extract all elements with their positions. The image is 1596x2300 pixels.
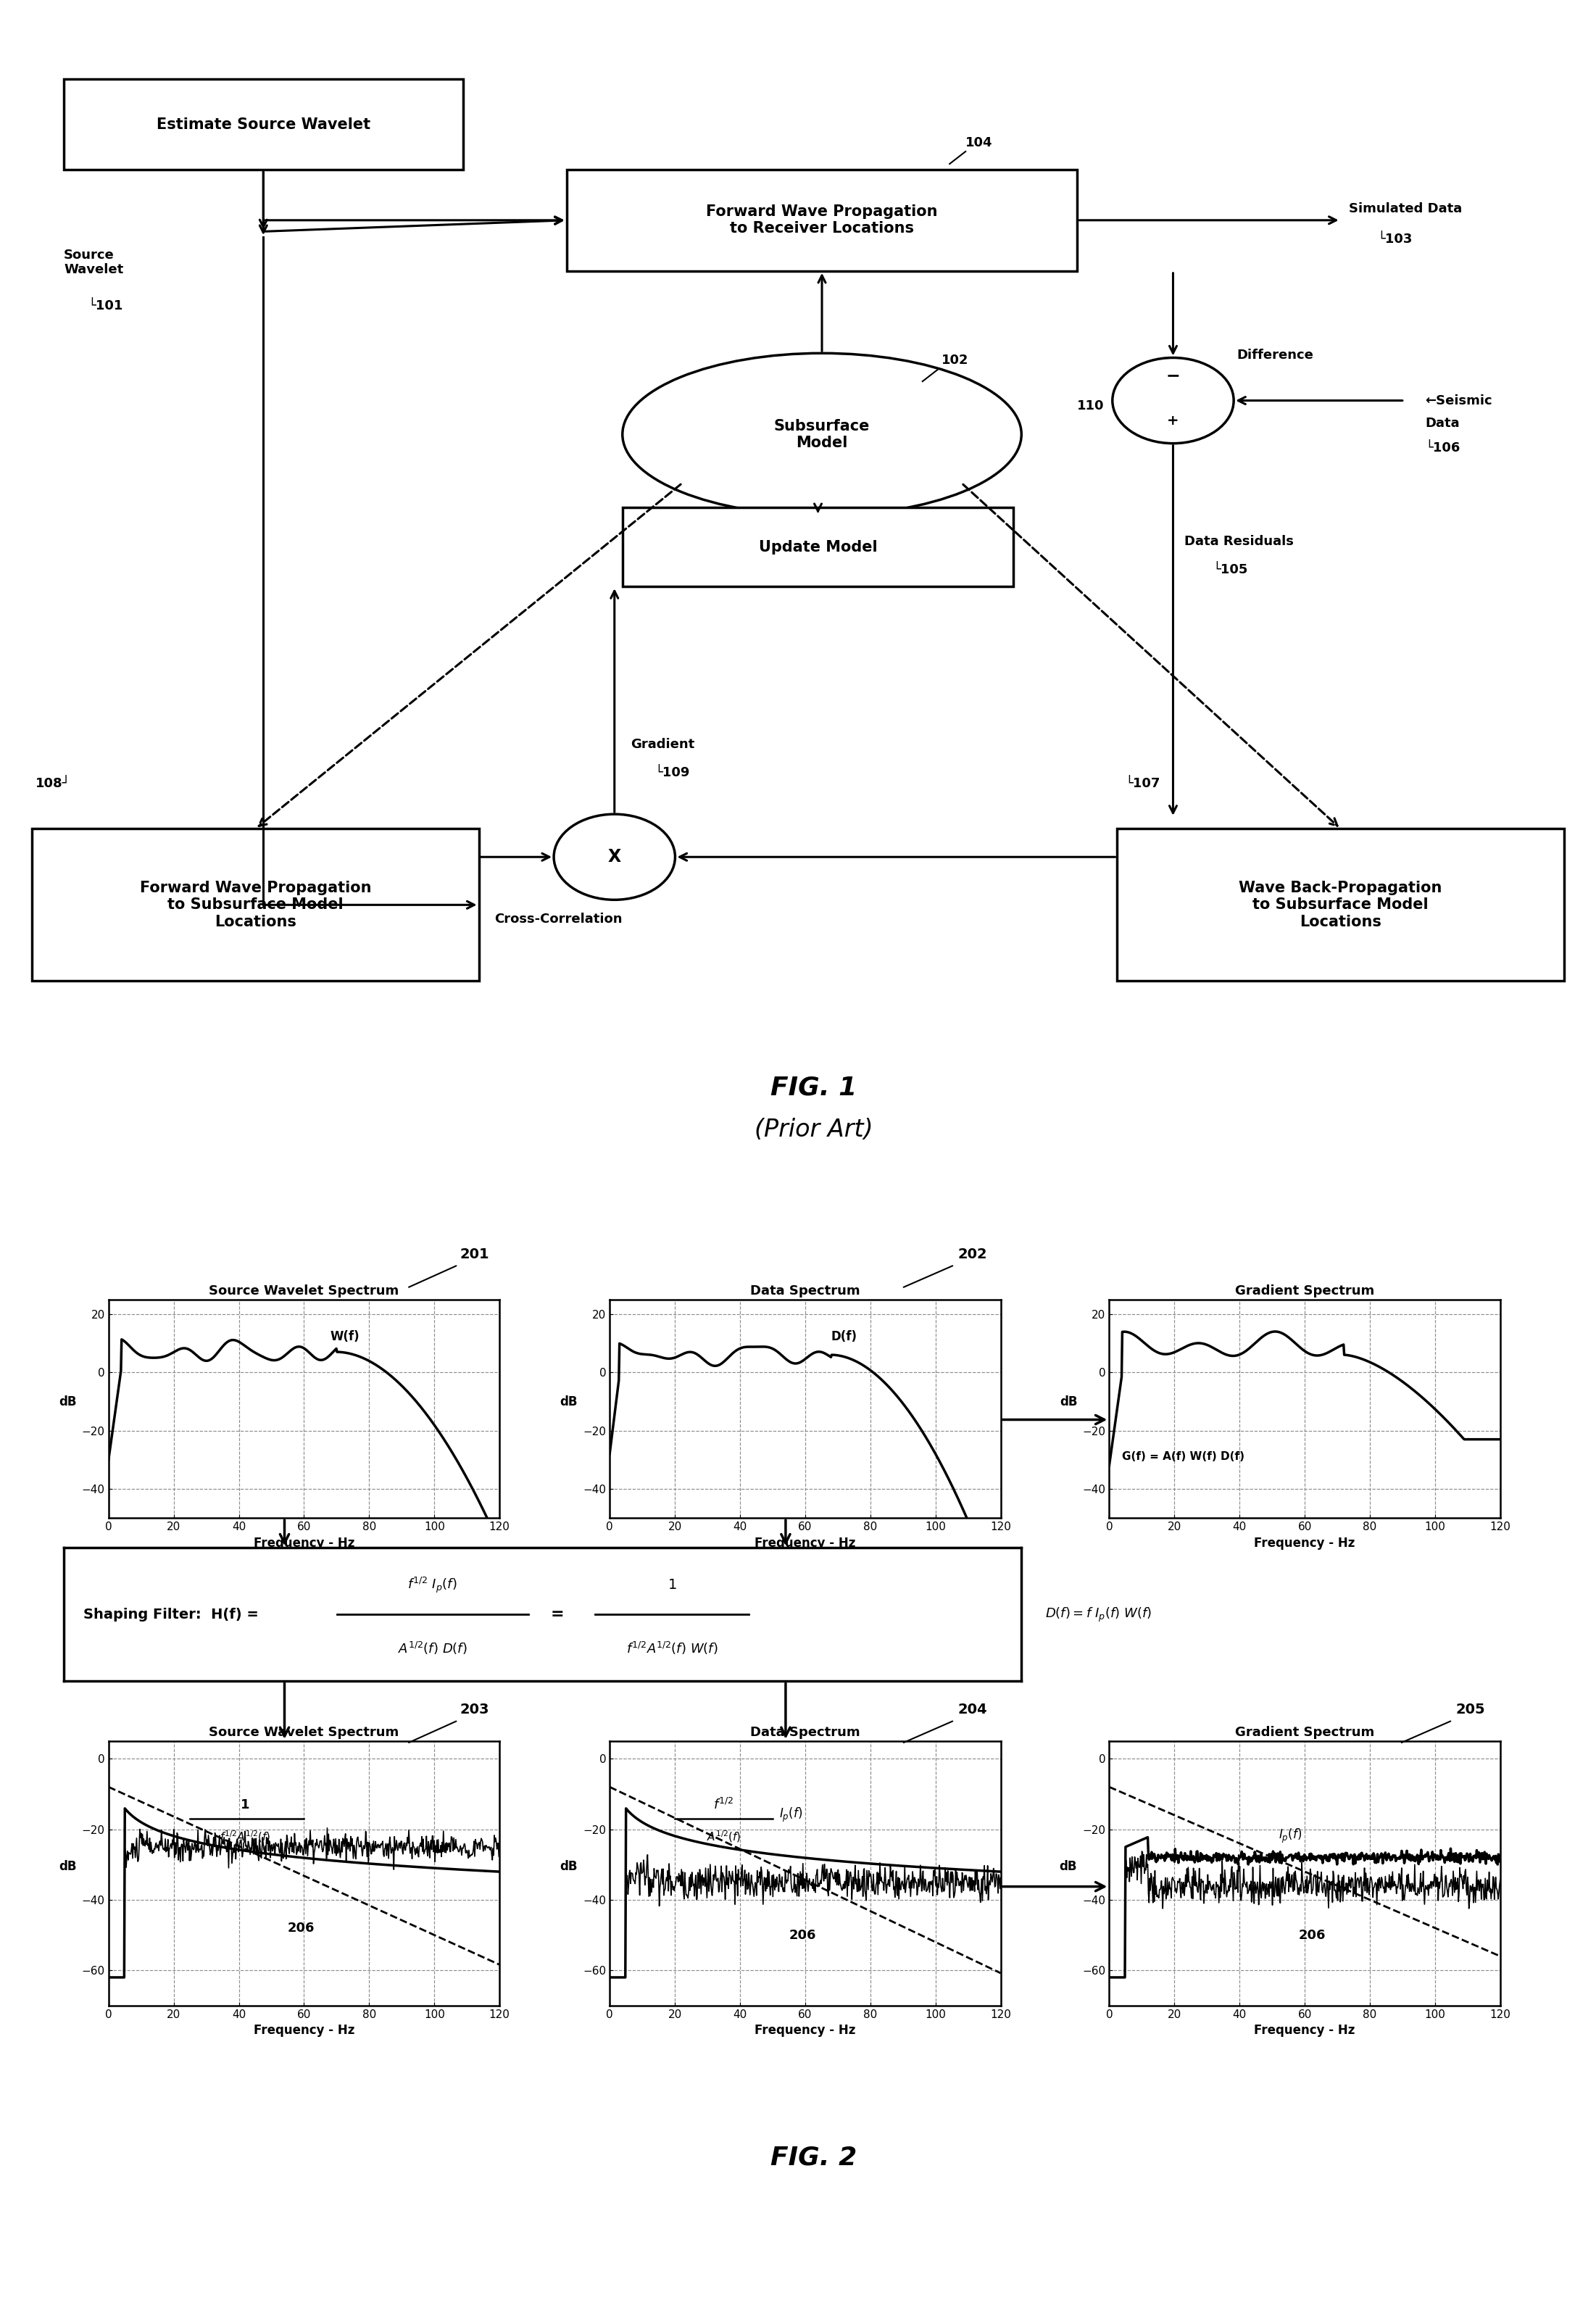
X-axis label: Frequency - Hz: Frequency - Hz xyxy=(755,2024,855,2038)
Title: Gradient Spectrum: Gradient Spectrum xyxy=(1235,1725,1374,1739)
Text: FIG. 2: FIG. 2 xyxy=(771,2146,857,2169)
Text: Difference: Difference xyxy=(1237,350,1314,361)
Text: $I_p(f)$: $I_p(f)$ xyxy=(1278,1829,1302,1845)
Text: +: + xyxy=(1167,414,1179,428)
Text: 203: 203 xyxy=(460,1702,488,1716)
Text: └103: └103 xyxy=(1377,232,1412,246)
Y-axis label: dB: dB xyxy=(1060,1396,1077,1408)
X-axis label: Frequency - Hz: Frequency - Hz xyxy=(254,2024,354,2038)
Text: 108┘: 108┘ xyxy=(35,777,70,791)
Text: Source
Wavelet: Source Wavelet xyxy=(64,248,123,276)
X-axis label: Frequency - Hz: Frequency - Hz xyxy=(1254,2024,1355,2038)
Text: Wave Back-Propagation
to Subsurface Model
Locations: Wave Back-Propagation to Subsurface Mode… xyxy=(1238,881,1443,929)
Text: 206: 206 xyxy=(788,1927,816,1941)
Text: Cross-Correlation: Cross-Correlation xyxy=(495,913,622,925)
Text: 205: 205 xyxy=(1456,1702,1484,1716)
Title: Gradient Spectrum: Gradient Spectrum xyxy=(1235,1283,1374,1297)
Text: −: − xyxy=(1167,368,1179,384)
FancyBboxPatch shape xyxy=(622,508,1013,586)
Title: Data Spectrum: Data Spectrum xyxy=(750,1725,860,1739)
Text: FIG. 1: FIG. 1 xyxy=(771,1076,857,1099)
Text: Estimate Source Wavelet: Estimate Source Wavelet xyxy=(156,117,370,131)
FancyBboxPatch shape xyxy=(567,170,1077,271)
Text: $A^{1/2}(f)\ D(f)$: $A^{1/2}(f)\ D(f)$ xyxy=(397,1640,468,1656)
Text: $D(f) = f\ I_p(f)\ W(f)$: $D(f) = f\ I_p(f)\ W(f)$ xyxy=(1045,1605,1152,1624)
Circle shape xyxy=(554,814,675,899)
X-axis label: Frequency - Hz: Frequency - Hz xyxy=(254,1536,354,1550)
Text: Forward Wave Propagation
to Receiver Locations: Forward Wave Propagation to Receiver Loc… xyxy=(705,205,938,237)
Text: $1$: $1$ xyxy=(667,1578,677,1592)
Text: $f^{1/2}A^{1/2}(f)$: $f^{1/2}A^{1/2}(f)$ xyxy=(220,1829,271,1845)
Text: 110: 110 xyxy=(1077,400,1104,412)
Text: └106: └106 xyxy=(1425,442,1460,455)
Text: 1: 1 xyxy=(241,1799,251,1810)
Text: Simulated Data: Simulated Data xyxy=(1349,202,1462,216)
Text: └101: └101 xyxy=(88,299,123,313)
X-axis label: Frequency - Hz: Frequency - Hz xyxy=(1254,1536,1355,1550)
Text: (Prior Art): (Prior Art) xyxy=(755,1118,873,1141)
FancyBboxPatch shape xyxy=(1117,828,1564,980)
Circle shape xyxy=(1112,359,1234,444)
Text: W(f): W(f) xyxy=(330,1329,359,1343)
Text: $f^{1/2}A^{1/2}(f)\ W(f)$: $f^{1/2}A^{1/2}(f)\ W(f)$ xyxy=(626,1640,718,1656)
Ellipse shape xyxy=(622,354,1021,515)
Text: $f^{1/2}\ I_p(f)$: $f^{1/2}\ I_p(f)$ xyxy=(407,1576,458,1594)
Text: G(f) = A(f) W(f) D(f): G(f) = A(f) W(f) D(f) xyxy=(1122,1451,1245,1463)
Y-axis label: dB: dB xyxy=(1060,1861,1077,1872)
FancyBboxPatch shape xyxy=(32,828,479,980)
Text: 206: 206 xyxy=(287,1920,314,1934)
Text: $I_p(f)$: $I_p(f)$ xyxy=(779,1806,803,1824)
Text: 104: 104 xyxy=(966,136,993,150)
Text: Forward Wave Propagation
to Subsurface Model
Locations: Forward Wave Propagation to Subsurface M… xyxy=(139,881,372,929)
Text: Subsurface
Model: Subsurface Model xyxy=(774,419,870,451)
Text: Gradient: Gradient xyxy=(630,738,694,750)
X-axis label: Frequency - Hz: Frequency - Hz xyxy=(755,1536,855,1550)
Y-axis label: dB: dB xyxy=(59,1396,77,1408)
Text: ←Seismic: ←Seismic xyxy=(1425,393,1492,407)
Title: Source Wavelet Spectrum: Source Wavelet Spectrum xyxy=(209,1283,399,1297)
Text: Update Model: Update Model xyxy=(758,540,878,554)
Text: Data Residuals: Data Residuals xyxy=(1184,536,1294,547)
Text: $A^{1/2}(f)$: $A^{1/2}(f)$ xyxy=(707,1829,741,1845)
Y-axis label: dB: dB xyxy=(59,1861,77,1872)
Text: 201: 201 xyxy=(460,1247,488,1260)
Title: Data Spectrum: Data Spectrum xyxy=(750,1283,860,1297)
Text: 204: 204 xyxy=(958,1702,986,1716)
Text: X: X xyxy=(608,849,621,865)
Text: └109: └109 xyxy=(654,766,689,780)
Text: Data: Data xyxy=(1425,416,1460,430)
Text: 206: 206 xyxy=(1298,1927,1325,1941)
Text: D(f): D(f) xyxy=(832,1329,857,1343)
Text: 202: 202 xyxy=(958,1247,986,1260)
Y-axis label: dB: dB xyxy=(560,1396,578,1408)
Text: └107: └107 xyxy=(1125,777,1160,791)
Text: =: = xyxy=(551,1608,563,1621)
Y-axis label: dB: dB xyxy=(560,1861,578,1872)
Text: $f^{1/2}$: $f^{1/2}$ xyxy=(713,1796,734,1812)
Text: Shaping Filter:  H(f) =: Shaping Filter: H(f) = xyxy=(83,1608,259,1621)
Text: └105: └105 xyxy=(1213,564,1248,575)
Text: 102: 102 xyxy=(942,354,969,366)
FancyBboxPatch shape xyxy=(64,80,463,170)
Title: Source Wavelet Spectrum: Source Wavelet Spectrum xyxy=(209,1725,399,1739)
